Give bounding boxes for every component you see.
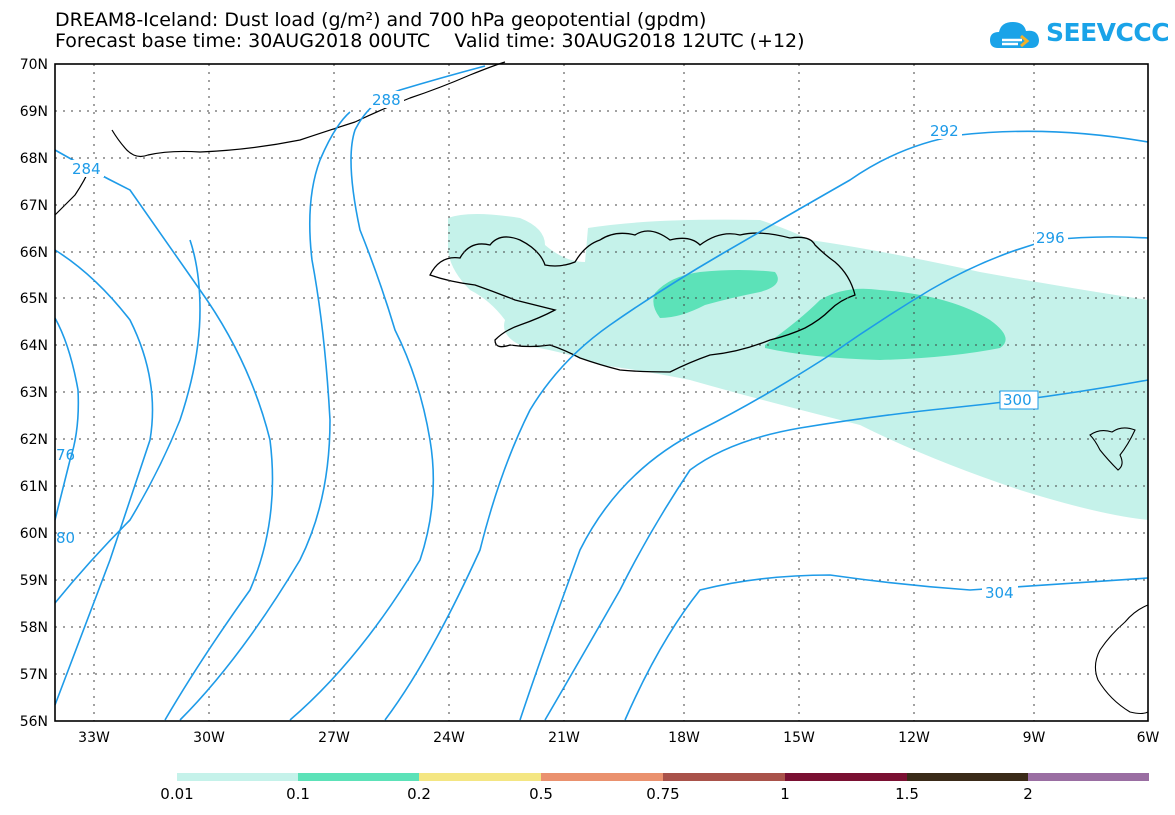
- contour-300b: [544, 379, 1149, 721]
- greenland-coastline: [111, 61, 506, 158]
- lon-label: 27W: [318, 730, 350, 746]
- chart-title: DREAM8-Iceland: Dust load (g/m²) and 700…: [55, 10, 805, 52]
- faroe-coastline: [1089, 427, 1136, 471]
- valid-time: Valid time: 30AUG2018 12UTC (+12): [454, 30, 805, 52]
- logo-text: SEEVCCC: [1046, 18, 1170, 47]
- lat-label: 70N: [20, 57, 48, 73]
- colorbar-label: 0.5: [529, 785, 553, 803]
- lon-label: 21W: [548, 730, 580, 746]
- iceland-coastline: [429, 230, 856, 373]
- title-line-1: DREAM8-Iceland: Dust load (g/m²) and 700…: [55, 9, 707, 31]
- lon-label: 12W: [898, 730, 930, 746]
- colorbar-swatch: [541, 773, 663, 781]
- contour-300: [179, 111, 351, 721]
- contour-label: 300: [1003, 391, 1032, 409]
- contour-label: 296: [1036, 229, 1065, 247]
- contour-304: [624, 574, 1149, 721]
- lat-label: 68N: [20, 151, 48, 167]
- colorbar-swatch: [663, 773, 785, 781]
- lat-label: 69N: [20, 104, 48, 120]
- lon-label: 18W: [668, 730, 700, 746]
- contour-276: [54, 317, 80, 521]
- lat-label: 66N: [20, 245, 48, 261]
- seevccc-logo: SEEVCCC: [988, 16, 1170, 56]
- dust-shading: [448, 214, 1148, 520]
- lon-label: 9W: [1023, 730, 1046, 746]
- lat-label: 58N: [20, 620, 48, 636]
- forecast-base-time: Forecast base time: 30AUG2018 00UTC: [55, 30, 431, 52]
- lat-label: 59N: [20, 573, 48, 589]
- lat-label: 63N: [20, 385, 48, 401]
- lat-label: 62N: [20, 432, 48, 448]
- map-frame: [54, 63, 1149, 722]
- colorbar-label: 0.2: [407, 785, 431, 803]
- colorbar: [177, 773, 1149, 781]
- longitude-labels: 33W 30W 27W 24W 21W 18W 15W 12W 9W 6W: [78, 730, 1159, 746]
- lat-label: 60N: [20, 526, 48, 542]
- colorbar-label: 1: [780, 785, 790, 803]
- lat-label: 56N: [20, 714, 48, 730]
- contour-labels: 288 292 296 300 304 284 76 80: [56, 91, 1068, 602]
- contour-label: 76: [56, 446, 75, 464]
- contour-label: 292: [930, 122, 959, 140]
- lat-label: 57N: [20, 667, 48, 683]
- colorbar-label: 0.1: [286, 785, 310, 803]
- dust-area-light: [448, 214, 1148, 520]
- colorbar-swatch: [419, 773, 541, 781]
- contour-label: 304: [985, 584, 1014, 602]
- scotland-coastline: [1094, 604, 1149, 715]
- lat-label: 65N: [20, 291, 48, 307]
- colorbar-swatch: [785, 773, 907, 781]
- colorbar-label: 2: [1023, 785, 1033, 803]
- colorbar-label: 0.01: [160, 785, 194, 803]
- lon-label: 24W: [433, 730, 465, 746]
- colorbar-swatch: [177, 773, 298, 781]
- latitude-labels: 70N 69N 68N 67N 66N 65N 64N 63N 62N 61N …: [20, 57, 48, 730]
- contour-284: [54, 149, 274, 721]
- contour-extra-1: [54, 239, 201, 604]
- colorbar-label: 1.5: [895, 785, 919, 803]
- lon-label: 6W: [1137, 730, 1160, 746]
- cloud-icon: [990, 22, 1039, 48]
- colorbar-swatch: [1028, 773, 1149, 781]
- lat-label: 61N: [20, 479, 48, 495]
- lon-label: 33W: [78, 730, 110, 746]
- dust-area-medium-east: [765, 288, 1006, 360]
- contour-label: 80: [56, 529, 75, 547]
- lat-label: 67N: [20, 198, 48, 214]
- lon-label: 30W: [193, 730, 225, 746]
- lon-label: 15W: [783, 730, 815, 746]
- lat-label: 64N: [20, 338, 48, 354]
- contour-280: [54, 249, 154, 706]
- contour-label: 288: [372, 91, 401, 109]
- colorbar-swatch: [298, 773, 419, 781]
- colorbar-swatch: [907, 773, 1028, 781]
- title-line-2: Forecast base time: 30AUG2018 00UTC Vali…: [55, 31, 805, 52]
- contour-label: 284: [72, 160, 101, 178]
- colorbar-label: 0.75: [646, 785, 680, 803]
